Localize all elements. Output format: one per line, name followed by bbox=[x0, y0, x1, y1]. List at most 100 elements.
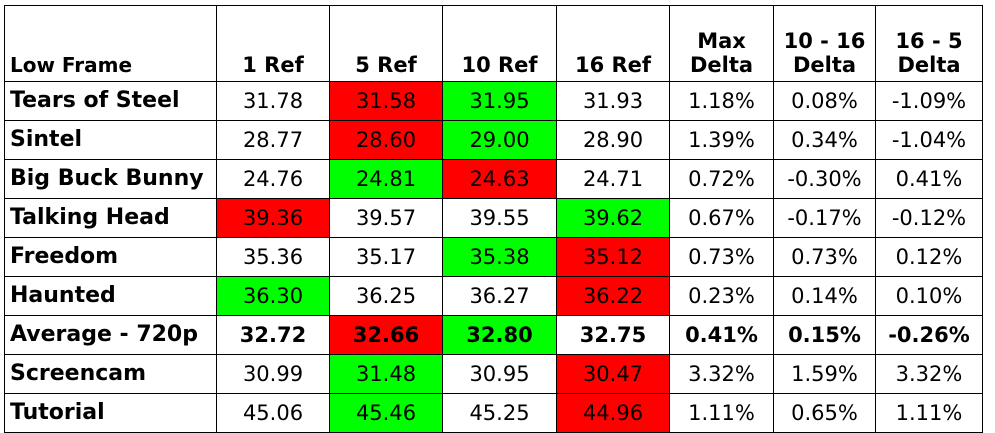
cell-10-ref: 24.63 bbox=[442, 159, 557, 199]
header-line-1: Max bbox=[697, 29, 746, 53]
cell-1-ref: 36.30 bbox=[216, 276, 330, 316]
cell-5-ref: 31.48 bbox=[329, 354, 443, 394]
cell-max-delta: 1.39% bbox=[669, 120, 774, 160]
header-line-2: Delta bbox=[792, 53, 857, 77]
cell-max-delta: 1.18% bbox=[669, 81, 774, 121]
cell-10-16-delta: 1.59% bbox=[773, 354, 876, 394]
cell-10-16-delta: 0.14% bbox=[773, 276, 876, 316]
cell-max-delta: 0.73% bbox=[669, 237, 774, 277]
cell-10-16-delta: 0.08% bbox=[773, 81, 876, 121]
cell-16-ref: 30.47 bbox=[556, 354, 670, 394]
cell-max-delta: 0.23% bbox=[669, 276, 774, 316]
table-row: Haunted 36.30 36.25 36.27 36.22 0.23% 0.… bbox=[4, 276, 983, 316]
row-label: Big Buck Bunny bbox=[4, 159, 217, 199]
cell-1-ref: 45.06 bbox=[216, 393, 330, 433]
cell-max-delta: 0.67% bbox=[669, 198, 774, 238]
cell-10-16-delta: -0.17% bbox=[773, 198, 876, 238]
table-body: Tears of Steel 31.78 31.58 31.95 31.93 1… bbox=[4, 81, 983, 433]
cell-max-delta: 0.72% bbox=[669, 159, 774, 199]
cell-1-ref: 31.78 bbox=[216, 81, 330, 121]
header-max-delta: Max Delta bbox=[669, 5, 774, 82]
row-label: Talking Head bbox=[4, 198, 217, 238]
cell-10-16-delta: 0.65% bbox=[773, 393, 876, 433]
cell-10-ref: 31.95 bbox=[442, 81, 557, 121]
cell-16-5-delta: 1.11% bbox=[875, 393, 983, 433]
table-row: Screencam 30.99 31.48 30.95 30.47 3.32% … bbox=[4, 354, 983, 394]
header-1-ref: 1 Ref bbox=[216, 5, 330, 82]
cell-1-ref: 30.99 bbox=[216, 354, 330, 394]
header-16-ref: 16 Ref bbox=[556, 5, 670, 82]
row-label: Tutorial bbox=[4, 393, 217, 433]
cell-16-ref: 32.75 bbox=[556, 315, 670, 355]
cell-16-5-delta: -1.04% bbox=[875, 120, 983, 160]
cell-10-ref: 36.27 bbox=[442, 276, 557, 316]
cell-16-ref: 39.62 bbox=[556, 198, 670, 238]
cell-10-ref: 45.25 bbox=[442, 393, 557, 433]
cell-16-5-delta: 3.32% bbox=[875, 354, 983, 394]
cell-16-ref: 31.93 bbox=[556, 81, 670, 121]
cell-1-ref: 32.72 bbox=[216, 315, 330, 355]
cell-5-ref: 36.25 bbox=[329, 276, 443, 316]
header-line-1: 16 - 5 bbox=[895, 29, 963, 53]
comparison-table-wrapper: Low Frame 1 Ref 5 Ref 10 Ref 16 Ref Max D… bbox=[4, 5, 983, 433]
table-row: Big Buck Bunny 24.76 24.81 24.63 24.71 0… bbox=[4, 159, 983, 199]
row-label: Freedom bbox=[4, 237, 217, 277]
header-row: Low Frame 1 Ref 5 Ref 10 Ref 16 Ref Max D… bbox=[4, 5, 983, 82]
cell-1-ref: 28.77 bbox=[216, 120, 330, 160]
cell-16-5-delta: -0.26% bbox=[875, 315, 983, 355]
cell-1-ref: 35.36 bbox=[216, 237, 330, 277]
cell-max-delta: 1.11% bbox=[669, 393, 774, 433]
cell-1-ref: 39.36 bbox=[216, 198, 330, 238]
row-label: Screencam bbox=[4, 354, 217, 394]
cell-16-ref: 35.12 bbox=[556, 237, 670, 277]
header-line-2: 5 Ref bbox=[355, 53, 417, 77]
row-label: Haunted bbox=[4, 276, 217, 316]
cell-16-5-delta: -1.09% bbox=[875, 81, 983, 121]
cell-16-5-delta: 0.10% bbox=[875, 276, 983, 316]
cell-max-delta: 0.41% bbox=[669, 315, 774, 355]
cell-10-ref: 29.00 bbox=[442, 120, 557, 160]
row-label: Tears of Steel bbox=[4, 81, 217, 121]
header-10-ref: 10 Ref bbox=[442, 5, 557, 82]
cell-16-ref: 28.90 bbox=[556, 120, 670, 160]
cell-5-ref: 39.57 bbox=[329, 198, 443, 238]
cell-5-ref: 35.17 bbox=[329, 237, 443, 277]
cell-5-ref: 28.60 bbox=[329, 120, 443, 160]
header-line-2: 1 Ref bbox=[242, 53, 304, 77]
comparison-table: Low Frame 1 Ref 5 Ref 10 Ref 16 Ref Max D… bbox=[4, 5, 983, 433]
header-10-16-delta: 10 - 16 Delta bbox=[773, 5, 876, 82]
header-corner: Low Frame bbox=[4, 5, 217, 82]
cell-5-ref: 31.58 bbox=[329, 81, 443, 121]
cell-16-5-delta: -0.12% bbox=[875, 198, 983, 238]
cell-10-ref: 39.55 bbox=[442, 198, 557, 238]
header-16-5-delta: 16 - 5 Delta bbox=[875, 5, 983, 82]
cell-5-ref: 45.46 bbox=[329, 393, 443, 433]
cell-10-16-delta: -0.30% bbox=[773, 159, 876, 199]
table-row: Tears of Steel 31.78 31.58 31.95 31.93 1… bbox=[4, 81, 983, 121]
table-row: Sintel 28.77 28.60 29.00 28.90 1.39% 0.3… bbox=[4, 120, 983, 160]
cell-1-ref: 24.76 bbox=[216, 159, 330, 199]
header-line-2: 10 Ref bbox=[461, 53, 538, 77]
row-label: Sintel bbox=[4, 120, 217, 160]
table-row: Talking Head 39.36 39.57 39.55 39.62 0.6… bbox=[4, 198, 983, 238]
header-line-1: 10 - 16 bbox=[783, 29, 866, 53]
cell-16-5-delta: 0.41% bbox=[875, 159, 983, 199]
cell-10-16-delta: 0.34% bbox=[773, 120, 876, 160]
header-5-ref: 5 Ref bbox=[329, 5, 443, 82]
header-line-2: Delta bbox=[897, 53, 961, 77]
cell-10-16-delta: 0.15% bbox=[773, 315, 876, 355]
cell-max-delta: 3.32% bbox=[669, 354, 774, 394]
table-row: Freedom 35.36 35.17 35.38 35.12 0.73% 0.… bbox=[4, 237, 983, 277]
header-line-2: 16 Ref bbox=[574, 53, 652, 77]
cell-5-ref: 24.81 bbox=[329, 159, 443, 199]
header-line-2: Delta bbox=[689, 53, 754, 77]
cell-5-ref: 32.66 bbox=[329, 315, 443, 355]
cell-16-5-delta: 0.12% bbox=[875, 237, 983, 277]
cell-16-ref: 44.96 bbox=[556, 393, 670, 433]
cell-16-ref: 24.71 bbox=[556, 159, 670, 199]
cell-10-ref: 32.80 bbox=[442, 315, 557, 355]
table-row: Average - 720p 32.72 32.66 32.80 32.75 0… bbox=[4, 315, 983, 355]
cell-10-ref: 30.95 bbox=[442, 354, 557, 394]
cell-16-ref: 36.22 bbox=[556, 276, 670, 316]
cell-10-16-delta: 0.73% bbox=[773, 237, 876, 277]
